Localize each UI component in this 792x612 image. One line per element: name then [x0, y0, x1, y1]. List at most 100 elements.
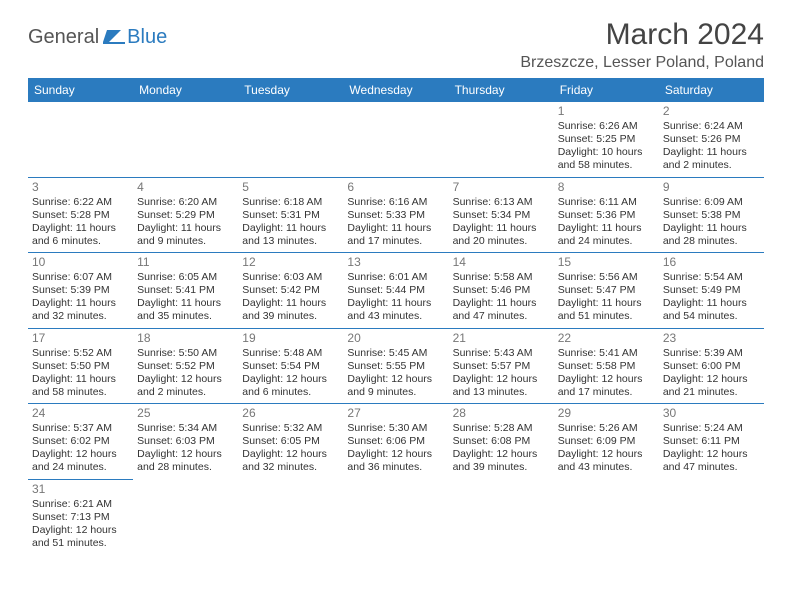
day-number: 11: [137, 255, 234, 270]
calendar-cell: 23Sunrise: 5:39 AMSunset: 6:00 PMDayligh…: [659, 328, 764, 404]
day-detail: and 17 minutes.: [558, 386, 655, 399]
day-detail: Sunrise: 6:07 AM: [32, 271, 129, 284]
day-detail: Daylight: 12 hours: [32, 524, 129, 537]
header: General Blue March 2024 Brzeszcze, Lesse…: [28, 18, 764, 72]
day-detail: Sunset: 6:00 PM: [663, 360, 760, 373]
day-detail: Sunrise: 5:26 AM: [558, 422, 655, 435]
day-detail: Daylight: 11 hours: [347, 222, 444, 235]
calendar-cell: 30Sunrise: 5:24 AMSunset: 6:11 PMDayligh…: [659, 404, 764, 480]
day-number: 16: [663, 255, 760, 270]
calendar-cell: 24Sunrise: 5:37 AMSunset: 6:02 PMDayligh…: [28, 404, 133, 480]
day-detail: Sunset: 5:36 PM: [558, 209, 655, 222]
calendar-row: 31Sunrise: 6:21 AMSunset: 7:13 PMDayligh…: [28, 479, 764, 554]
day-detail: and 36 minutes.: [347, 461, 444, 474]
day-number: 1: [558, 104, 655, 119]
day-detail: Daylight: 12 hours: [558, 373, 655, 386]
calendar-cell: [28, 102, 133, 177]
day-number: 29: [558, 406, 655, 421]
day-detail: Sunset: 7:13 PM: [32, 511, 129, 524]
day-detail: Daylight: 11 hours: [453, 297, 550, 310]
calendar-cell: [343, 102, 448, 177]
day-detail: and 39 minutes.: [242, 310, 339, 323]
day-detail: Sunrise: 5:39 AM: [663, 347, 760, 360]
day-detail: Daylight: 12 hours: [558, 448, 655, 461]
day-detail: Sunrise: 5:45 AM: [347, 347, 444, 360]
day-number: 27: [347, 406, 444, 421]
calendar-cell: 22Sunrise: 5:41 AMSunset: 5:58 PMDayligh…: [554, 328, 659, 404]
day-detail: Sunset: 5:47 PM: [558, 284, 655, 297]
day-number: 31: [32, 482, 129, 497]
day-detail: Sunrise: 5:30 AM: [347, 422, 444, 435]
location: Brzeszcze, Lesser Poland, Poland: [520, 54, 764, 72]
day-detail: Sunrise: 6:01 AM: [347, 271, 444, 284]
day-number: 23: [663, 331, 760, 346]
day-detail: Sunrise: 5:28 AM: [453, 422, 550, 435]
calendar-cell: [238, 479, 343, 554]
day-number: 22: [558, 331, 655, 346]
day-detail: Sunrise: 5:37 AM: [32, 422, 129, 435]
day-detail: Sunrise: 6:13 AM: [453, 196, 550, 209]
day-detail: Sunset: 6:09 PM: [558, 435, 655, 448]
day-detail: Daylight: 11 hours: [137, 222, 234, 235]
calendar-cell: [238, 102, 343, 177]
calendar-cell: [133, 479, 238, 554]
day-detail: Sunrise: 6:21 AM: [32, 498, 129, 511]
day-detail: Daylight: 11 hours: [32, 222, 129, 235]
day-detail: Sunrise: 5:24 AM: [663, 422, 760, 435]
logo: General Blue: [28, 18, 167, 49]
day-detail: Sunset: 5:33 PM: [347, 209, 444, 222]
day-detail: Daylight: 12 hours: [137, 373, 234, 386]
day-number: 30: [663, 406, 760, 421]
day-detail: Daylight: 11 hours: [558, 297, 655, 310]
day-detail: Daylight: 12 hours: [242, 373, 339, 386]
day-detail: Sunrise: 6:20 AM: [137, 196, 234, 209]
day-detail: and 39 minutes.: [453, 461, 550, 474]
day-number: 25: [137, 406, 234, 421]
day-detail: and 47 minutes.: [663, 461, 760, 474]
calendar-row: 3Sunrise: 6:22 AMSunset: 5:28 PMDaylight…: [28, 177, 764, 253]
day-number: 9: [663, 180, 760, 195]
calendar-cell: [449, 479, 554, 554]
day-detail: and 20 minutes.: [453, 235, 550, 248]
calendar-cell: 8Sunrise: 6:11 AMSunset: 5:36 PMDaylight…: [554, 177, 659, 253]
day-detail: Daylight: 12 hours: [137, 448, 234, 461]
calendar-cell: 15Sunrise: 5:56 AMSunset: 5:47 PMDayligh…: [554, 253, 659, 329]
day-header: Friday: [554, 78, 659, 102]
day-detail: Sunrise: 5:54 AM: [663, 271, 760, 284]
day-detail: Sunset: 5:42 PM: [242, 284, 339, 297]
day-detail: Daylight: 10 hours: [558, 146, 655, 159]
day-number: 28: [453, 406, 550, 421]
calendar-cell: 3Sunrise: 6:22 AMSunset: 5:28 PMDaylight…: [28, 177, 133, 253]
day-number: 24: [32, 406, 129, 421]
day-detail: Sunset: 5:26 PM: [663, 133, 760, 146]
calendar-cell: [659, 479, 764, 554]
calendar-table: SundayMondayTuesdayWednesdayThursdayFrid…: [28, 78, 764, 554]
day-detail: Daylight: 12 hours: [453, 373, 550, 386]
day-detail: and 47 minutes.: [453, 310, 550, 323]
day-detail: and 6 minutes.: [32, 235, 129, 248]
day-header: Sunday: [28, 78, 133, 102]
day-number: 3: [32, 180, 129, 195]
day-detail: Sunset: 5:44 PM: [347, 284, 444, 297]
day-number: 5: [242, 180, 339, 195]
calendar-cell: 6Sunrise: 6:16 AMSunset: 5:33 PMDaylight…: [343, 177, 448, 253]
calendar-cell: 1Sunrise: 6:26 AMSunset: 5:25 PMDaylight…: [554, 102, 659, 177]
day-number: 15: [558, 255, 655, 270]
day-detail: Sunrise: 5:58 AM: [453, 271, 550, 284]
calendar-cell: 5Sunrise: 6:18 AMSunset: 5:31 PMDaylight…: [238, 177, 343, 253]
calendar-cell: [449, 102, 554, 177]
day-header: Wednesday: [343, 78, 448, 102]
day-detail: and 9 minutes.: [137, 235, 234, 248]
day-detail: Sunrise: 5:32 AM: [242, 422, 339, 435]
day-detail: Daylight: 11 hours: [453, 222, 550, 235]
calendar-cell: 18Sunrise: 5:50 AMSunset: 5:52 PMDayligh…: [133, 328, 238, 404]
day-detail: Sunset: 5:50 PM: [32, 360, 129, 373]
day-detail: Sunset: 6:03 PM: [137, 435, 234, 448]
flag-icon: [103, 28, 125, 47]
calendar-row: 1Sunrise: 6:26 AMSunset: 5:25 PMDaylight…: [28, 102, 764, 177]
calendar-cell: 28Sunrise: 5:28 AMSunset: 6:08 PMDayligh…: [449, 404, 554, 480]
day-number: 12: [242, 255, 339, 270]
calendar-row: 10Sunrise: 6:07 AMSunset: 5:39 PMDayligh…: [28, 253, 764, 329]
day-detail: Sunset: 5:29 PM: [137, 209, 234, 222]
day-detail: Sunset: 5:41 PM: [137, 284, 234, 297]
